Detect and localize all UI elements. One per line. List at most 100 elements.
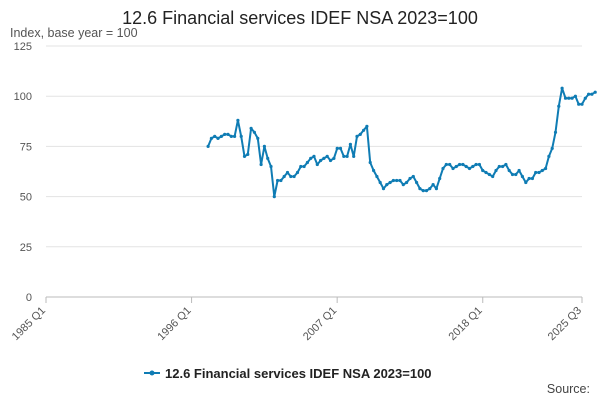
data-point[interactable] [444,162,448,167]
data-point[interactable] [408,176,412,181]
data-point[interactable] [477,162,481,167]
data-point[interactable] [378,180,382,185]
data-point[interactable] [534,170,538,175]
data-point[interactable] [276,178,280,183]
data-point[interactable] [524,180,528,185]
data-point[interactable] [434,187,438,191]
data-point[interactable] [289,174,293,179]
data-point[interactable] [309,156,313,160]
data-point[interactable] [550,146,554,150]
data-point[interactable] [282,174,286,179]
data-point[interactable] [295,170,300,175]
data-point[interactable] [332,156,336,160]
data-point[interactable] [583,96,587,100]
data-point[interactable] [236,118,240,122]
data-point[interactable] [484,170,488,175]
data-point[interactable] [226,132,230,136]
data-point[interactable] [487,172,491,177]
data-point[interactable] [504,162,508,167]
data-point[interactable] [577,102,581,106]
data-point[interactable] [570,96,574,100]
data-point[interactable] [335,146,339,150]
data-point[interactable] [441,166,445,171]
data-point[interactable] [467,166,472,171]
data-point[interactable] [328,158,333,163]
data-point[interactable] [593,90,597,94]
data-point[interactable] [342,154,346,158]
data-point[interactable] [474,162,478,167]
data-point[interactable] [540,168,544,173]
data-point[interactable] [428,187,432,191]
data-point[interactable] [262,144,266,148]
data-point[interactable] [372,168,376,173]
data-point[interactable] [438,176,442,181]
data-point[interactable] [421,189,425,193]
data-point[interactable] [252,130,256,134]
data-point[interactable] [557,104,561,108]
data-point[interactable] [411,174,415,179]
legend-label[interactable]: 12.6 Financial services IDEF NSA 2023=10… [165,366,432,381]
data-point[interactable] [481,168,485,173]
data-point[interactable] [388,180,392,185]
data-point[interactable] [527,176,531,181]
data-point[interactable] [279,178,283,183]
data-point[interactable] [256,136,260,140]
data-point[interactable] [461,162,465,167]
data-point[interactable] [580,102,584,106]
data-point[interactable] [312,154,316,158]
data-point[interactable] [315,162,319,167]
data-point[interactable] [424,189,429,193]
data-point[interactable] [219,134,223,138]
data-point[interactable] [587,92,591,96]
data-point[interactable] [385,183,389,187]
data-point[interactable] [233,134,237,138]
data-point[interactable] [381,187,386,191]
data-point[interactable] [451,166,455,171]
data-point[interactable] [501,164,505,169]
data-point[interactable] [567,96,571,100]
data-point[interactable] [266,156,270,160]
data-point[interactable] [497,164,501,169]
data-point[interactable] [239,134,243,138]
data-point[interactable] [471,164,475,169]
data-point[interactable] [563,96,568,100]
data-point[interactable] [560,86,564,90]
data-point[interactable] [216,136,220,140]
data-point[interactable] [246,152,250,156]
data-point[interactable] [405,180,409,185]
data-point[interactable] [431,183,435,187]
data-point[interactable] [537,170,541,175]
data-point[interactable] [395,178,399,183]
data-point[interactable] [302,164,306,169]
data-point[interactable] [345,154,349,158]
data-point[interactable] [206,144,210,148]
data-point[interactable] [375,174,379,179]
data-point[interactable] [242,154,247,158]
data-point[interactable] [319,158,323,163]
data-point[interactable] [272,195,276,199]
data-point[interactable] [391,178,395,183]
data-point[interactable] [365,124,369,128]
data-point[interactable] [398,178,402,183]
data-point[interactable] [491,174,495,179]
data-point[interactable] [213,134,217,138]
data-point[interactable] [494,168,498,173]
data-point[interactable] [547,154,551,158]
data-point[interactable] [458,162,462,167]
data-point[interactable] [514,172,518,177]
data-point[interactable] [544,166,548,171]
data-point[interactable] [448,162,452,167]
data-point[interactable] [510,172,515,177]
data-point[interactable] [352,154,356,158]
data-point[interactable] [292,174,296,179]
data-point[interactable] [249,126,253,130]
data-point[interactable] [269,164,273,169]
data-point[interactable] [530,176,535,181]
data-point[interactable] [338,146,343,150]
data-point[interactable] [520,174,525,179]
data-point[interactable] [401,183,405,187]
data-point[interactable] [573,94,578,98]
data-point[interactable] [355,134,359,138]
data-point[interactable] [348,142,352,146]
data-point[interactable] [454,164,458,169]
